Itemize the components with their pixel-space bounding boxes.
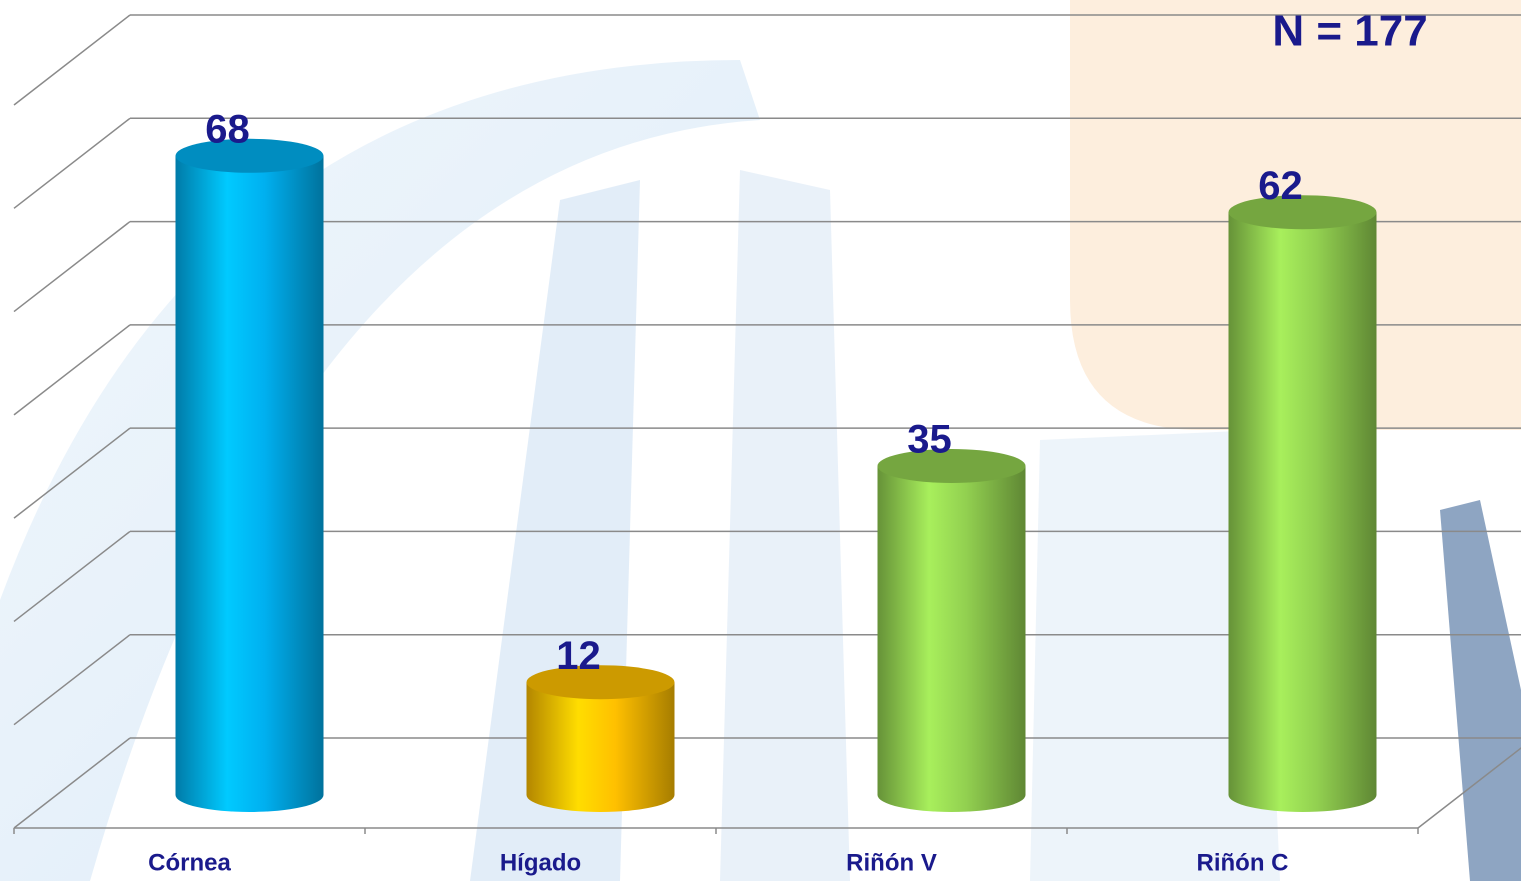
bar-top — [175, 138, 324, 173]
grid-line — [13, 634, 131, 726]
grid-line — [13, 14, 131, 106]
bg-shape — [0, 60, 760, 881]
bar — [1228, 212, 1377, 812]
data-label: 62 — [1258, 164, 1303, 208]
annotation: N = 177 — [1272, 7, 1427, 56]
bar-top — [1228, 195, 1377, 230]
bar — [526, 682, 675, 812]
bar — [877, 466, 1026, 812]
grid-line — [13, 530, 131, 623]
grid-line — [13, 324, 131, 416]
floor-edge — [1417, 747, 1521, 829]
x-tick-label: Riñón V — [846, 849, 937, 876]
grid-line — [13, 427, 131, 519]
bar-top — [526, 665, 675, 700]
data-label: 35 — [907, 418, 952, 462]
grid-line — [13, 220, 131, 313]
x-tick-label: Córnea — [148, 849, 231, 876]
bg-shape — [720, 170, 850, 881]
bg-shape — [1440, 500, 1521, 881]
data-label: 68 — [205, 107, 250, 151]
bg-shape — [1030, 430, 1280, 881]
x-tick-label: Hígado — [500, 849, 581, 876]
bar-top — [877, 449, 1026, 483]
grid-line — [13, 117, 131, 209]
x-tick-label: Riñón C — [1197, 849, 1289, 876]
bar — [175, 155, 324, 813]
data-label: 12 — [556, 634, 601, 678]
grid-line — [13, 737, 131, 829]
